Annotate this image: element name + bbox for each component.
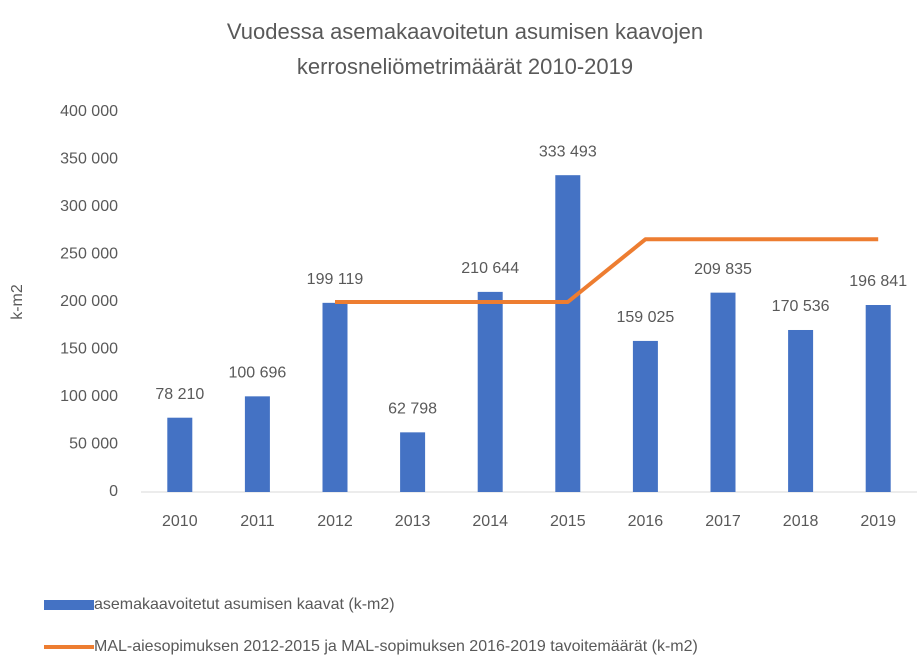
x-tick-label: 2010	[162, 513, 198, 530]
data-label: 196 841	[849, 273, 907, 290]
bar	[400, 432, 426, 492]
y-tick-label: 200 000	[60, 293, 118, 310]
legend-item: MAL-aiesopimuksen 2012-2015 ja MAL-sopim…	[44, 636, 734, 658]
legend-label: MAL-aiesopimuksen 2012-2015 ja MAL-sopim…	[94, 638, 698, 655]
data-label: 209 835	[694, 261, 752, 278]
bar	[477, 291, 503, 492]
x-tick-label: 2017	[705, 513, 741, 530]
bar	[632, 340, 658, 492]
y-axis-label: k-m2	[9, 284, 26, 320]
bar	[865, 305, 891, 492]
legend-swatch	[44, 600, 94, 610]
bar	[322, 302, 348, 492]
data-label: 210 644	[461, 260, 519, 277]
y-tick-label: 300 000	[60, 198, 118, 215]
legend-swatch	[44, 645, 94, 649]
y-tick-label: 150 000	[60, 341, 118, 358]
bar	[710, 292, 736, 492]
x-tick-label: 2013	[395, 513, 431, 530]
data-label: 78 210	[155, 386, 204, 403]
bar	[555, 175, 581, 493]
legend-label: asemakaavoitetut asumisen kaavat (k-m2)	[94, 596, 395, 613]
chart: Vuodessa asemakaavoitetun asumisen kaavo…	[9, 19, 917, 530]
x-tick-label: 2012	[317, 513, 353, 530]
x-tick-label: 2011	[240, 513, 275, 530]
bar	[244, 396, 270, 492]
bar	[167, 417, 193, 492]
x-tick-label: 2019	[860, 513, 896, 530]
legend-item: asemakaavoitetut asumisen kaavat (k-m2)	[44, 594, 395, 616]
x-tick-label: 2015	[550, 513, 586, 530]
data-label: 159 025	[616, 309, 674, 326]
x-tick-label: 2018	[783, 513, 819, 530]
data-label: 333 493	[539, 143, 597, 160]
data-label: 199 119	[307, 271, 364, 288]
x-tick-label: 2016	[628, 513, 664, 530]
y-tick-label: 50 000	[69, 436, 118, 453]
data-label: 100 696	[228, 365, 286, 382]
bar	[788, 329, 814, 492]
y-tick-label: 100 000	[60, 388, 118, 405]
y-tick-label: 400 000	[60, 103, 118, 120]
chart-title: kerrosneliömetrimäärät 2010-2019	[297, 54, 633, 79]
line	[335, 237, 879, 304]
data-label: 62 798	[388, 401, 437, 418]
y-tick-label: 250 000	[60, 246, 118, 263]
data-label: 170 536	[772, 298, 830, 315]
chart-title: Vuodessa asemakaavoitetun asumisen kaavo…	[227, 19, 703, 44]
y-tick-label: 0	[109, 483, 118, 500]
x-tick-label: 2014	[472, 513, 508, 530]
y-tick-label: 350 000	[60, 151, 118, 168]
